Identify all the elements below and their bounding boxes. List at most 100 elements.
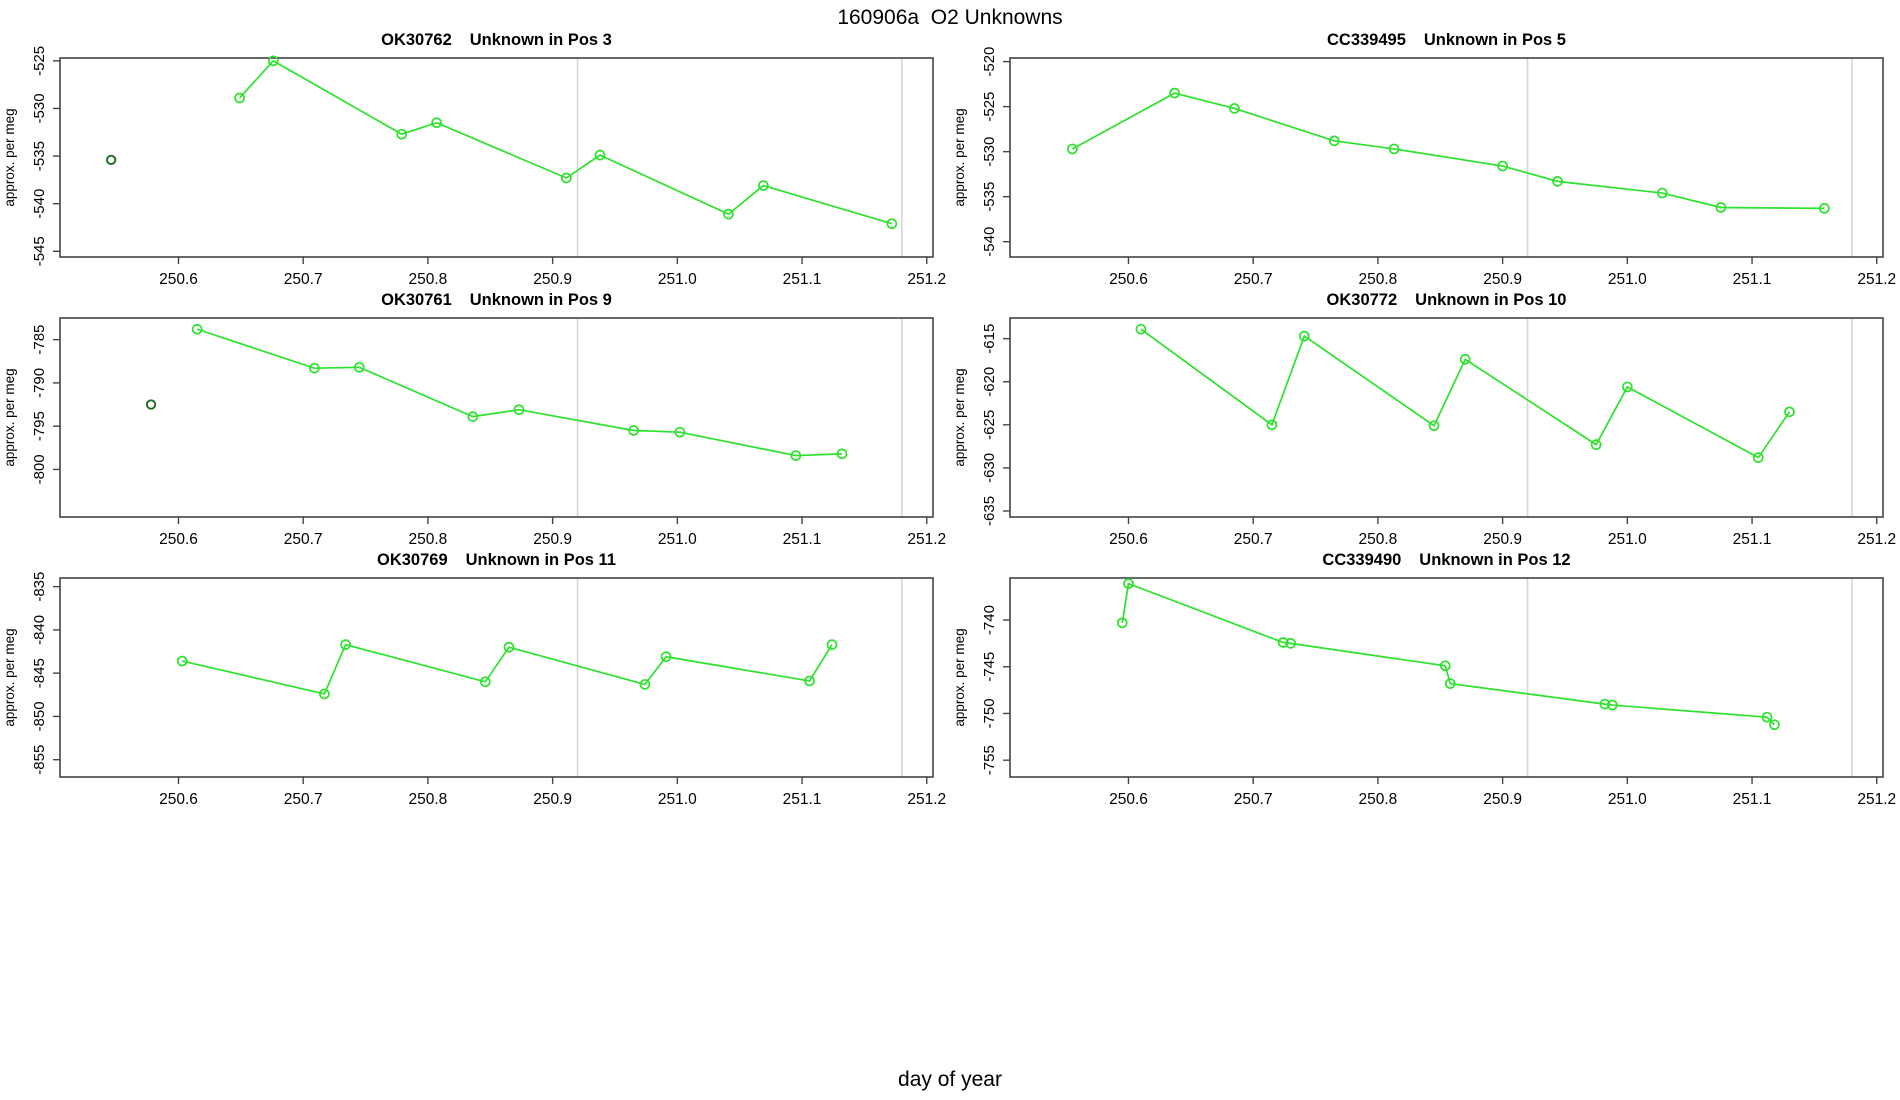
data-point	[1656, 187, 1668, 199]
y-axis-tick-label: -540	[981, 227, 998, 257]
y-axis-tick-label: -525	[31, 46, 48, 76]
plot-box	[1009, 577, 1884, 778]
x-axis-tick-label: 250.6	[159, 271, 198, 285]
data-point	[1621, 381, 1633, 393]
sample-id: CC339495	[1327, 31, 1406, 49]
x-axis-tick-label: 251.2	[907, 791, 946, 805]
plot-pos11: 250.6 250.7 250.8 250.9 251.0 251.1 251.2 -835 -…	[2, 572, 946, 805]
y-axis-tick-label: -800	[31, 454, 48, 484]
x-axis-tick-label: 251.1	[1733, 271, 1772, 285]
outlier-point	[145, 399, 157, 410]
y-axis-tick-label: -530	[981, 137, 998, 167]
data-point	[836, 448, 848, 460]
x-axis-tick-label: 250.8	[409, 791, 448, 805]
position-label: Unknown in Pos 5	[1423, 31, 1566, 49]
plot-pos9: 250.6 250.7 250.8 250.9 251.0 251.1 251.2 -785 -…	[2, 317, 946, 545]
x-axis-tick-label: 251.2	[907, 531, 946, 545]
data-point	[1135, 323, 1147, 335]
x-axis-tick-label: 251.1	[1733, 791, 1772, 805]
panel-pos12: CC339490 Unknown in Pos 12 250.6 250.7 250…	[950, 545, 1900, 805]
x-axis-tick-label: 251.1	[783, 791, 822, 805]
data-point	[1590, 439, 1602, 450]
x-axis-tick-label: 250.9	[533, 271, 572, 285]
x-axis-tick-label: 251.1	[1733, 531, 1772, 545]
data-point	[1067, 143, 1078, 155]
data-point	[309, 362, 320, 374]
data-point	[758, 180, 769, 191]
position-label: Unknown in Pos 12	[1419, 551, 1571, 569]
x-axis-tick-label: 250.8	[409, 531, 448, 545]
y-axis-tick-label: -785	[31, 325, 48, 355]
data-point	[319, 688, 330, 700]
data-point	[1428, 420, 1440, 432]
data-series-line	[1140, 328, 1791, 459]
data-point	[1761, 711, 1773, 723]
data-point	[513, 404, 525, 416]
panel-title: OK30769 Unknown in Pos 11	[60, 551, 933, 570]
x-axis-tick-label: 250.9	[1483, 531, 1522, 545]
data-point	[1599, 698, 1611, 710]
y-axis-tick-label: -835	[31, 572, 48, 602]
x-axis-tick-label: 251.2	[1857, 531, 1896, 545]
y-axis-tick-label: -755	[981, 745, 998, 775]
data-point	[560, 172, 572, 184]
data-point	[1277, 637, 1289, 648]
data-point	[674, 426, 686, 438]
panel-pos3: OK30762 Unknown in Pos 3 250.6 250.7 250.8…	[0, 25, 950, 285]
position-label: Unknown in Pos 10	[1415, 291, 1567, 309]
data-point	[1459, 354, 1471, 365]
y-axis-tick-label: -850	[31, 701, 48, 731]
data-point	[503, 641, 515, 653]
y-axis-tick-label: -855	[31, 745, 48, 775]
panel-pos9: OK30761 Unknown in Pos 9 250.6 250.7 250.8…	[0, 285, 950, 545]
y-axis-tick-label: -525	[981, 92, 998, 122]
y-axis-tick-label: -845	[31, 658, 48, 688]
data-point	[1784, 406, 1795, 418]
y-axis-tick-label: -795	[31, 411, 48, 441]
x-axis-tick-label: 251.0	[658, 531, 697, 545]
x-axis-tick-label: 251.0	[1608, 271, 1647, 285]
data-point	[1715, 202, 1727, 213]
y-axis-tick-label: -635	[981, 496, 998, 526]
position-label: Unknown in Pos 3	[469, 31, 612, 49]
y-axis-tick-label: -745	[981, 652, 998, 682]
data-point	[660, 651, 672, 663]
x-axis-tick-label: 250.9	[533, 531, 572, 545]
data-point	[886, 218, 898, 230]
data-point	[1552, 176, 1563, 187]
data-point	[1169, 87, 1180, 99]
data-point	[594, 149, 606, 161]
data-point	[267, 55, 279, 67]
data-point	[234, 92, 245, 104]
data-point	[191, 323, 203, 335]
data-series-line	[238, 59, 893, 225]
data-point	[1607, 699, 1618, 711]
data-point	[1328, 135, 1340, 147]
data-point	[1266, 419, 1278, 431]
plot-box	[59, 577, 934, 778]
x-axis-tick-label: 250.6	[1109, 791, 1148, 805]
y-axis-tick-label: -535	[981, 182, 998, 212]
x-axis-tick-label: 250.8	[1359, 531, 1398, 545]
panel-title: OK30761 Unknown in Pos 9	[60, 291, 933, 310]
data-point	[1388, 143, 1400, 155]
y-axis-label: approx. per meg	[952, 368, 967, 466]
y-axis-label: approx. per meg	[2, 108, 17, 206]
x-axis-tick-label: 250.7	[1234, 531, 1273, 545]
outlier-point	[105, 154, 117, 166]
plot-box	[1009, 317, 1884, 518]
sample-id: OK30769	[376, 551, 448, 569]
data-point	[628, 425, 640, 436]
data-series-line	[196, 328, 842, 457]
sample-id: CC339490	[1322, 551, 1402, 569]
data-point	[1298, 330, 1310, 342]
sample-id: OK30762	[381, 31, 452, 49]
x-axis-tick-label: 250.6	[159, 791, 198, 805]
data-point	[479, 676, 491, 688]
x-axis-tick-label: 250.8	[1359, 271, 1398, 285]
data-point	[1285, 638, 1296, 649]
x-axis-tick-label: 251.0	[1608, 531, 1647, 545]
data-point	[639, 679, 651, 690]
y-axis-tick-label: -840	[31, 615, 48, 645]
